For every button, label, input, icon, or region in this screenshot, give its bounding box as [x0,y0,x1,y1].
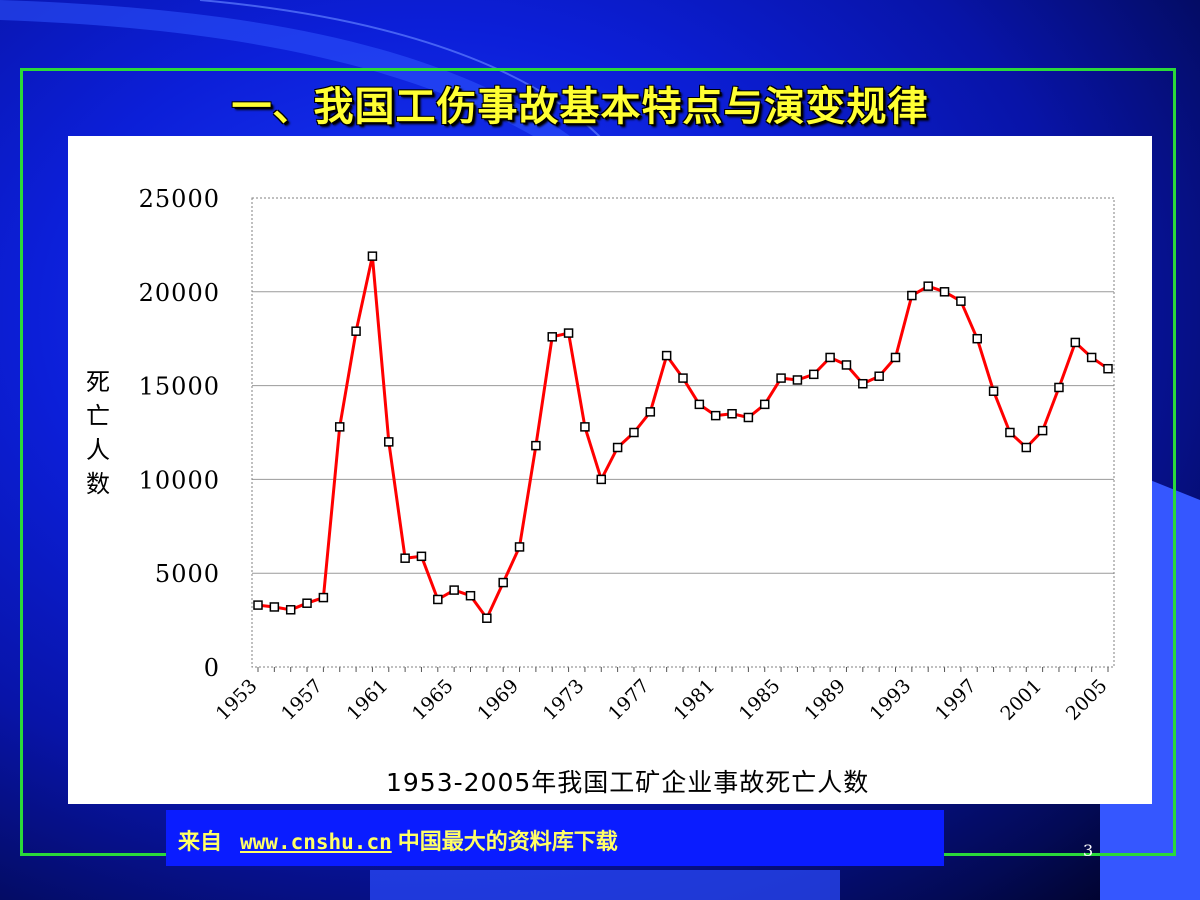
data-point-1982 [727,408,737,419]
data-point-1964 [433,594,443,605]
series-markers [253,251,1113,623]
x-tick-label: 1957 [277,675,327,725]
x-axis-ticks: 1953 1957 1961 1965 1969 1973 1977 1981 1985 1989… [212,675,1112,725]
x-tick-label: 2001 [996,675,1046,725]
data-point-2005 [1103,363,1113,374]
data-point-2000 [1021,442,1032,453]
data-point-1958 [334,422,345,432]
data-point-1977 [645,407,656,417]
plot-area [251,197,1115,668]
y-tick-label: 10000 [139,466,220,494]
x-tick-label: 1973 [539,675,589,725]
y-axis-label: 死亡人数 [86,368,110,498]
data-point-1987 [809,369,819,380]
data-point-1961 [384,437,394,447]
chart-panel: 0 5000 10000 15000 20000 25000 1953 1957 1961 19… [68,136,1152,804]
data-point-1960 [367,251,378,261]
y-tick-label: 20000 [139,279,220,307]
data-point-2004 [1086,352,1097,363]
x-tick-label: 1989 [800,675,850,725]
data-point-1993 [907,290,917,301]
y-tick-label: 25000 [139,185,220,213]
data-point-1970 [531,440,541,451]
x-tick-label: 1977 [604,675,654,725]
data-point-1983 [743,412,754,423]
data-point-1971 [547,332,557,342]
page-number: 3 [1083,841,1094,860]
footer-prefix: 来自 [178,830,223,855]
x-tick-label: 1981 [669,675,719,725]
data-point-1997 [972,333,982,344]
data-point-2002 [1054,382,1064,393]
data-point-1966 [465,590,476,601]
y-axis-label-char: 亡 [86,402,110,430]
data-point-1996 [956,296,966,306]
data-point-1995 [939,287,950,297]
y-axis-label-char: 死 [86,368,110,396]
data-point-1963 [416,551,427,562]
data-point-1980 [694,399,705,410]
data-point-1967 [482,613,492,623]
data-point-1962 [400,553,410,563]
y-axis-label-char: 人 [86,436,110,464]
y-tick-label: 5000 [155,560,220,588]
data-point-1998 [988,386,999,396]
data-point-1978 [661,350,672,361]
footer-suffix: 中国最大的资料库下载 [397,830,618,855]
data-point-1956 [302,598,312,608]
footer-link[interactable]: www.cnshu.cn [240,830,392,854]
slide-title: 一、我国工伤事故基本特点与演变规律 [231,84,929,130]
data-point-1974 [596,474,607,485]
grid-lines [252,291,1114,672]
x-tick-label: 2005 [1062,675,1112,725]
y-axis-label-char: 数 [86,470,110,498]
x-tick-label: 1965 [408,675,458,725]
x-tick-label: 1993 [866,675,916,725]
data-point-1957 [318,592,329,603]
x-tick-label: 1985 [735,675,785,725]
data-point-1979 [678,373,688,383]
data-point-1999 [1005,427,1015,438]
y-tick-label: 15000 [139,373,220,401]
data-point-1989 [841,360,852,370]
data-point-1976 [629,427,639,438]
data-point-1975 [612,442,623,453]
data-point-1994 [923,281,933,291]
data-point-1955 [285,605,296,615]
data-point-1954 [269,602,280,612]
data-point-1991 [874,371,884,381]
x-tick-label: 1961 [343,675,393,725]
x-tick-label: 1997 [931,675,981,725]
data-point-1973 [580,422,590,432]
data-point-1968 [498,577,508,588]
data-point-1985 [776,373,786,383]
data-point-1988 [825,352,835,363]
chart-caption: 1953-2005年我国工矿企业事故死亡人数 [386,768,869,797]
data-point-2001 [1037,425,1048,436]
data-point-1984 [759,399,770,410]
data-point-1965 [449,585,459,595]
x-tick-label: 1969 [473,675,523,725]
y-tick-label: 0 [204,654,220,682]
footer-bar: 来自 www.cnshu.cn 中国最大的资料库下载 [166,810,944,866]
data-point-1981 [710,410,721,421]
data-point-1959 [351,326,361,336]
data-point-2003 [1070,337,1081,348]
data-point-1972 [563,328,574,338]
data-point-1986 [792,375,803,385]
data-point-1990 [858,378,868,389]
data-point-1953 [253,600,263,610]
y-axis-ticks: 0 5000 10000 15000 20000 25000 [139,185,220,682]
data-point-1992 [890,352,901,363]
x-tick-label: 1953 [212,675,262,725]
data-point-1969 [514,542,525,552]
